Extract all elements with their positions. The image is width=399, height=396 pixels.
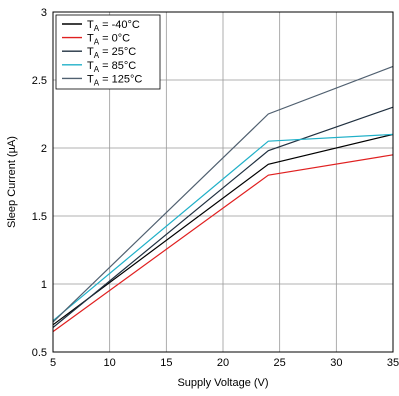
series-line (52, 154, 394, 333)
legend-entry: TA = -40°C (87, 19, 140, 33)
y-tick-label: 1.5 (32, 211, 47, 223)
x-tick-label: 15 (160, 357, 172, 369)
y-tick-label: 0.5 (32, 347, 47, 359)
x-axis-tick-labels: 5 10 15 20 25 30 35 (50, 357, 399, 369)
y-tick-label: 2 (41, 143, 47, 155)
legend: TA = -40°CTA = 0°CTA = 25°CTA = 85°CTA =… (55, 14, 161, 90)
x-axis-label: Supply Voltage (V) (177, 377, 268, 389)
x-tick-label: 5 (50, 357, 56, 369)
series-line (52, 133, 394, 322)
y-tick-label: 1 (41, 279, 47, 291)
x-tick-label: 30 (330, 357, 342, 369)
x-tick-label: 20 (217, 357, 229, 369)
series-line (52, 106, 394, 328)
legend-entry: TA = 85°C (87, 60, 136, 74)
series-lines (52, 65, 394, 333)
y-tick-label: 2.5 (32, 75, 47, 87)
legend-entry: TA = 25°C (87, 46, 136, 60)
y-tick-label: 3 (41, 7, 47, 19)
legend-box (55, 14, 161, 90)
plot-area-frame (52, 11, 394, 353)
x-tick-label: 35 (387, 357, 399, 369)
legend-entry: TA = 125°C (87, 73, 142, 87)
x-tick-label: 10 (104, 357, 116, 369)
x-tick-label: 25 (274, 357, 286, 369)
series-line (52, 65, 394, 323)
series-line (52, 133, 394, 326)
legend-entry: TA = 0°C (87, 33, 130, 47)
y-axis-label: Sleep Current (µA) (6, 136, 18, 228)
y-axis-tick-labels: 0.5 1 1.5 2 2.5 3 (32, 7, 47, 359)
